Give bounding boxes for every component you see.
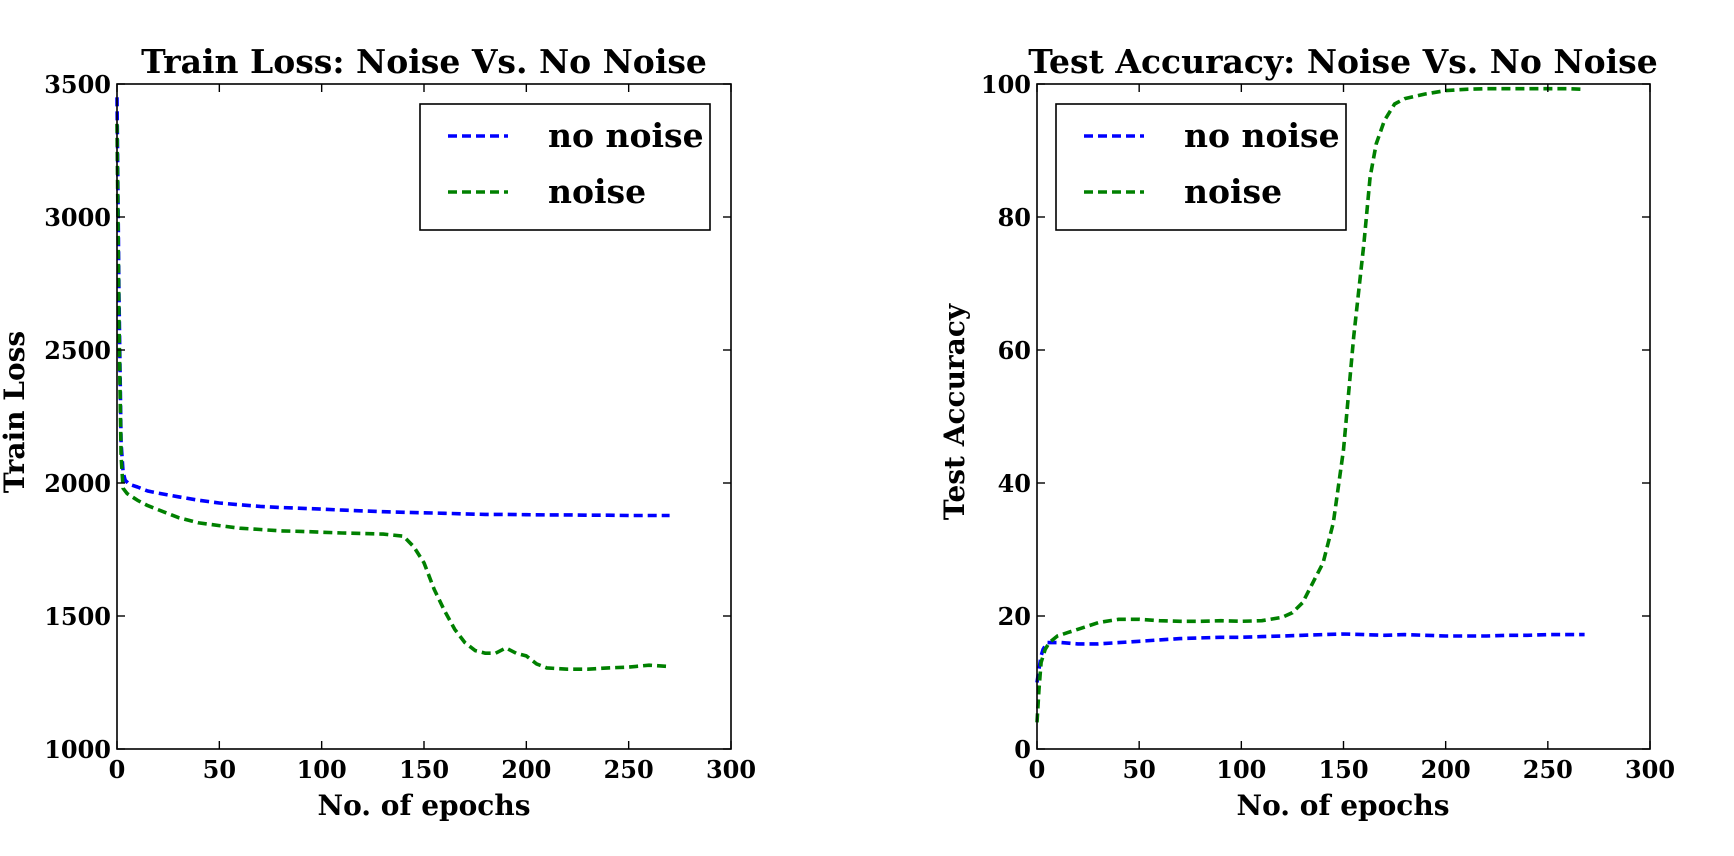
test-accuracy-ytick-label: 0 [1014,735,1031,764]
train-loss-ytick-label: 3000 [44,203,111,232]
test-accuracy-xlabel: No. of epochs [1237,789,1450,822]
test-accuracy-legend-label-no-noise: no noise [1184,116,1340,155]
train-loss-ytick-label: 2500 [44,336,111,365]
train-loss-legend-box [419,103,711,231]
test-accuracy-ytick-label: 100 [981,70,1031,99]
test-accuracy-xtick-label: 300 [1625,755,1675,784]
test-accuracy-xtick-label: 150 [1318,755,1368,784]
train-loss-plot: 0 50 100 150 200 250 300 1000 1500 2000 2500 3000 35… [44,70,756,784]
test-accuracy-axes-frame [1036,83,1651,750]
train-loss-title: Train Loss: Noise Vs. No Noise [141,42,707,81]
test-accuracy-chart: Test Accuracy: Noise Vs. No Noise No. of… [938,42,1675,822]
train-loss-xtick-label: 100 [297,755,347,784]
test-accuracy-xtick-label: 50 [1122,755,1155,784]
train-loss-ytick-label: 1000 [44,735,111,764]
train-loss-ytick-label: 1500 [44,602,111,631]
train-loss-xtick-label: 250 [604,755,654,784]
test-accuracy-legend: no noise noise [1055,103,1347,231]
train-loss-xlabel: No. of epochs [318,789,531,822]
train-loss-chart: Train Loss: Noise Vs. No Noise No. of ep… [0,42,756,822]
test-accuracy-ylabel: Test Accuracy [938,303,971,520]
test-accuracy-plot: 0 50 100 150 200 250 300 0 20 40 60 80 100 [981,70,1675,784]
test-accuracy-xtick-label: 0 [1029,755,1046,784]
test-accuracy-xtick-label: 100 [1216,755,1266,784]
train-loss-ytick-label: 3500 [44,70,111,99]
test-accuracy-xtick-label: 250 [1523,755,1573,784]
train-loss-legend-label-no-noise: no noise [548,116,704,155]
train-loss-legend-label-noise: noise [548,172,646,211]
test-accuracy-legend-label-noise: noise [1184,172,1282,211]
test-accuracy-series-no-noise [1035,632,1585,683]
train-loss-ylabel: Train Loss [0,331,31,493]
train-loss-xtick-label: 300 [706,755,756,784]
test-accuracy-xtick-label: 200 [1421,755,1471,784]
train-loss-series-no-noise [115,97,670,518]
test-accuracy-legend-box [1055,103,1347,231]
train-loss-series-noise [115,123,670,671]
train-loss-xtick-label: 0 [109,755,126,784]
test-accuracy-ytick-label: 40 [998,469,1031,498]
test-accuracy-ytick-label: 80 [998,203,1031,232]
test-accuracy-ytick-label: 60 [998,336,1031,365]
train-loss-ytick-label: 2000 [44,469,111,498]
train-loss-legend: no noise noise [419,103,711,231]
train-loss-xtick-label: 50 [203,755,236,784]
test-accuracy-title: Test Accuracy: Noise Vs. No Noise [1028,42,1657,81]
train-loss-xtick-label: 200 [501,755,551,784]
test-accuracy-series-noise [1035,86,1585,723]
test-accuracy-ytick-label: 20 [998,602,1031,631]
train-loss-xtick-label: 150 [399,755,449,784]
